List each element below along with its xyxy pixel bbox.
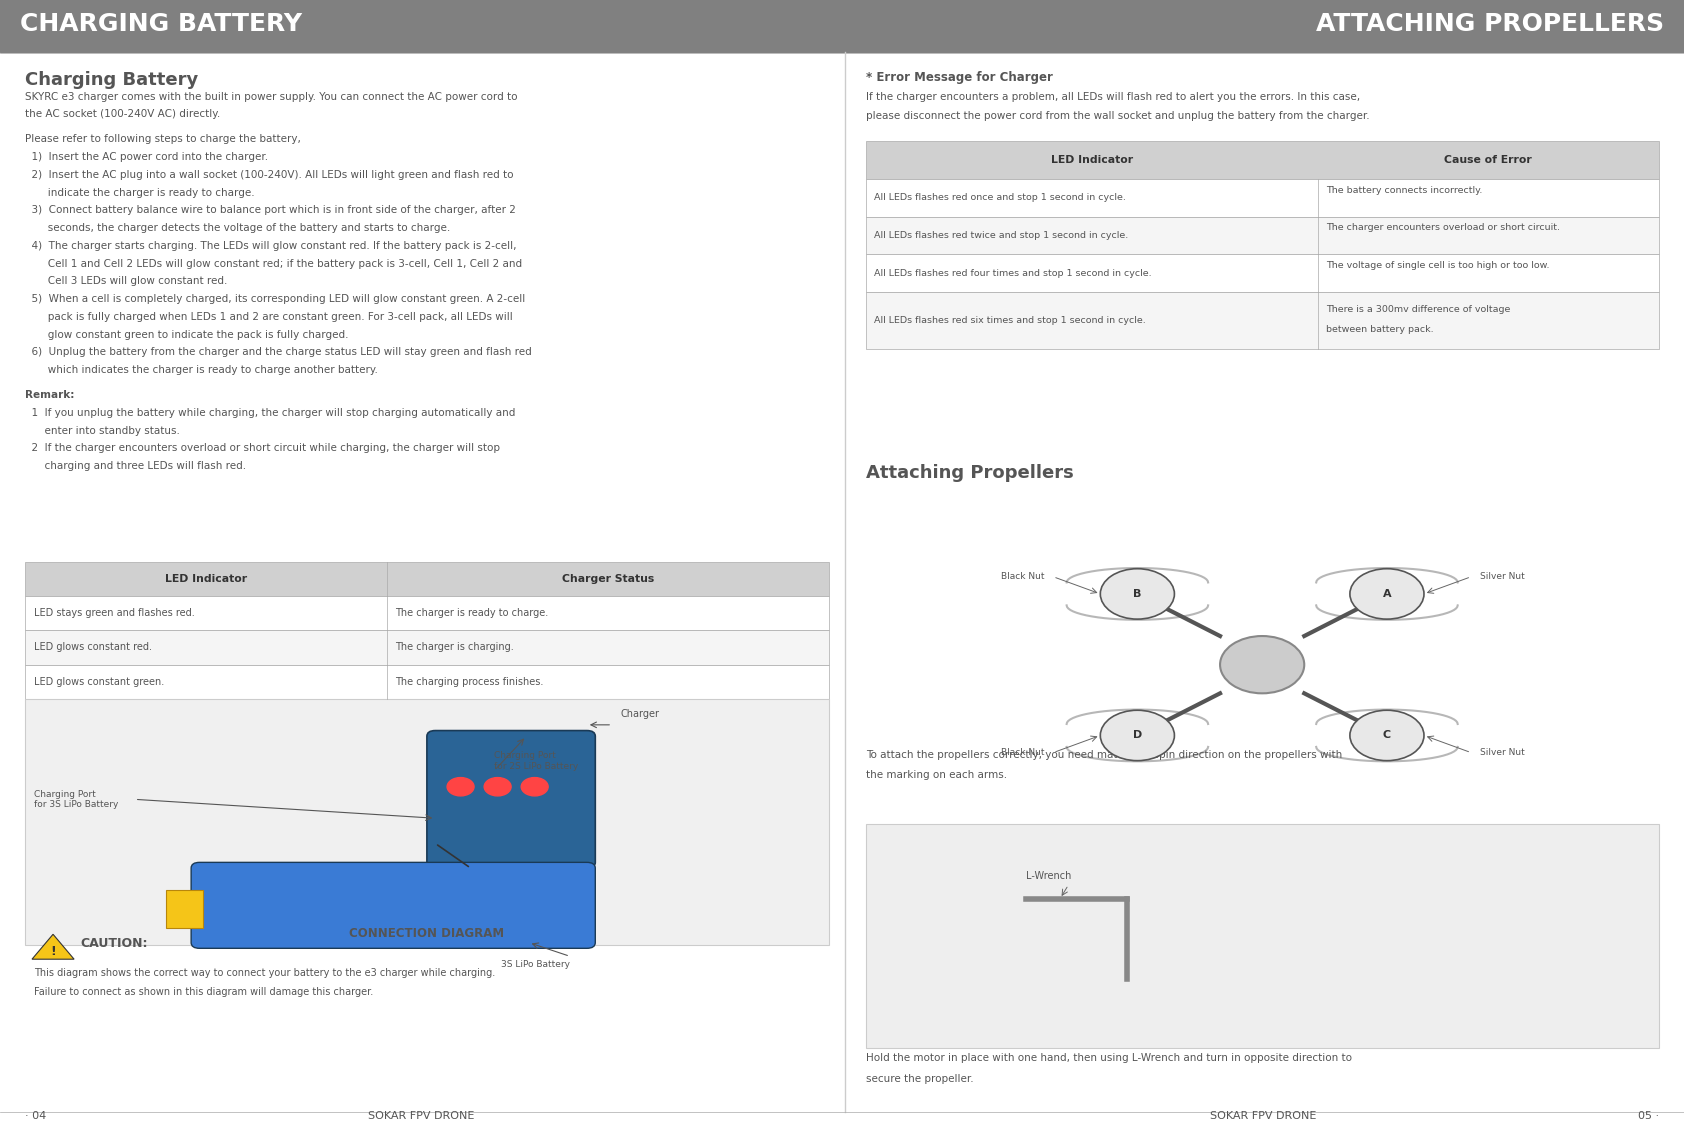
Text: The charger encounters overload or short circuit.: The charger encounters overload or short…	[1325, 223, 1559, 233]
Text: The voltage of single cell is too high or too low.: The voltage of single cell is too high o…	[1325, 261, 1549, 270]
Circle shape	[448, 777, 475, 795]
FancyBboxPatch shape	[428, 731, 594, 869]
Text: Charging Battery: Charging Battery	[25, 71, 199, 89]
Text: Black Nut: Black Nut	[1002, 572, 1044, 581]
Text: C: C	[1383, 730, 1391, 740]
Text: This diagram shows the correct way to connect your battery to the e3 charger whi: This diagram shows the correct way to co…	[34, 968, 495, 979]
Text: Charger: Charger	[620, 709, 660, 720]
Text: A: A	[1383, 589, 1391, 599]
Bar	[866, 292, 1659, 350]
Text: LED glows constant green.: LED glows constant green.	[34, 677, 163, 686]
Circle shape	[522, 777, 547, 795]
Text: 6)  Unplug the battery from the charger and the charge status LED will stay gree: 6) Unplug the battery from the charger a…	[25, 347, 532, 358]
Circle shape	[485, 777, 512, 795]
Text: Silver Nut: Silver Nut	[1480, 572, 1524, 581]
Bar	[866, 824, 1659, 1047]
Text: · 04: · 04	[25, 1110, 47, 1121]
Text: Please refer to following steps to charge the battery,: Please refer to following steps to charg…	[25, 134, 301, 144]
Text: All LEDs flashes red six times and stop 1 second in cycle.: All LEDs flashes red six times and stop …	[874, 316, 1145, 325]
Text: ATTACHING PROPELLERS: ATTACHING PROPELLERS	[1315, 13, 1664, 36]
Text: which indicates the charger is ready to charge another battery.: which indicates the charger is ready to …	[25, 366, 379, 375]
Text: * Error Message for Charger: * Error Message for Charger	[866, 71, 1052, 84]
Text: pack is fully charged when LEDs 1 and 2 are constant green. For 3-cell pack, all: pack is fully charged when LEDs 1 and 2 …	[25, 312, 514, 322]
Text: secure the propeller.: secure the propeller.	[866, 1074, 973, 1084]
Text: To attach the propellers correctly, you need match the spin direction on the pro: To attach the propellers correctly, you …	[866, 749, 1342, 760]
Bar	[0, 0, 1684, 52]
Text: !: !	[51, 944, 56, 958]
Text: LED glows constant red.: LED glows constant red.	[34, 643, 152, 652]
Text: There is a 300mv difference of voltage: There is a 300mv difference of voltage	[1325, 305, 1511, 314]
Text: enter into standby status.: enter into standby status.	[25, 425, 180, 435]
Text: 2)  Insert the AC plug into a wall socket (100-240V). All LEDs will light green : 2) Insert the AC plug into a wall socket…	[25, 170, 514, 180]
Circle shape	[1100, 711, 1174, 761]
Circle shape	[1351, 711, 1425, 761]
Text: please disconnect the power cord from the wall socket and unplug the battery fro: please disconnect the power cord from th…	[866, 111, 1369, 121]
Text: SOKAR FPV DRONE: SOKAR FPV DRONE	[367, 1110, 475, 1121]
Text: The charging process finishes.: The charging process finishes.	[396, 677, 544, 686]
Text: LED stays green and flashes red.: LED stays green and flashes red.	[34, 609, 194, 618]
Polygon shape	[32, 934, 74, 959]
Text: seconds, the charger detects the voltage of the battery and starts to charge.: seconds, the charger detects the voltage…	[25, 223, 451, 233]
Circle shape	[1351, 568, 1425, 619]
Text: 05 ·: 05 ·	[1637, 1110, 1659, 1121]
Circle shape	[1100, 568, 1174, 619]
Text: between battery pack.: between battery pack.	[1325, 325, 1433, 335]
Text: 5)  When a cell is completely charged, its corresponding LED will glow constant : 5) When a cell is completely charged, it…	[25, 295, 525, 304]
Bar	[25, 562, 829, 596]
Text: SOKAR FPV DRONE: SOKAR FPV DRONE	[1209, 1110, 1317, 1121]
Text: 1  If you unplug the battery while charging, the charger will stop charging auto: 1 If you unplug the battery while chargi…	[25, 408, 515, 418]
Bar	[25, 596, 829, 630]
FancyBboxPatch shape	[192, 862, 596, 949]
Bar	[866, 141, 1659, 179]
Text: All LEDs flashes red four times and stop 1 second in cycle.: All LEDs flashes red four times and stop…	[874, 269, 1152, 277]
Text: Cell 3 LEDs will glow constant red.: Cell 3 LEDs will glow constant red.	[25, 276, 227, 286]
Text: The charger is ready to charge.: The charger is ready to charge.	[396, 609, 549, 618]
Text: SKYRC e3 charger comes with the built in power supply. You can connect the AC po: SKYRC e3 charger comes with the built in…	[25, 92, 517, 102]
Text: Silver Nut: Silver Nut	[1480, 748, 1524, 758]
Bar	[25, 665, 829, 699]
Text: The charger is charging.: The charger is charging.	[396, 643, 514, 652]
Text: If the charger encounters a problem, all LEDs will flash red to alert you the er: If the charger encounters a problem, all…	[866, 92, 1359, 102]
Text: D: D	[1133, 730, 1142, 740]
Bar	[25, 699, 829, 945]
Text: Black Nut: Black Nut	[1002, 748, 1044, 758]
Text: Charger Status: Charger Status	[561, 574, 653, 583]
Text: All LEDs flashes red once and stop 1 second in cycle.: All LEDs flashes red once and stop 1 sec…	[874, 194, 1127, 202]
Text: Remark:: Remark:	[25, 390, 74, 400]
Text: indicate the charger is ready to charge.: indicate the charger is ready to charge.	[25, 188, 254, 197]
Text: 3S LiPo Battery: 3S LiPo Battery	[502, 960, 569, 968]
Bar	[165, 890, 202, 928]
Text: 2  If the charger encounters overload or short circuit while charging, the charg: 2 If the charger encounters overload or …	[25, 444, 500, 454]
Text: 3)  Connect battery balance wire to balance port which is in front side of the c: 3) Connect battery balance wire to balan…	[25, 205, 515, 215]
Text: LED Indicator: LED Indicator	[165, 574, 248, 583]
Text: the marking on each arms.: the marking on each arms.	[866, 770, 1007, 780]
Text: Cause of Error: Cause of Error	[1445, 155, 1532, 165]
Text: L-Wrench: L-Wrench	[1026, 871, 1071, 881]
Circle shape	[1219, 636, 1303, 693]
Text: Failure to connect as shown in this diagram will damage this charger.: Failure to connect as shown in this diag…	[34, 987, 372, 997]
Text: 4)  The charger starts charging. The LEDs will glow constant red. If the battery: 4) The charger starts charging. The LEDs…	[25, 241, 517, 251]
Text: glow constant green to indicate the pack is fully charged.: glow constant green to indicate the pack…	[25, 330, 349, 339]
Text: 1)  Insert the AC power cord into the charger.: 1) Insert the AC power cord into the cha…	[25, 152, 268, 162]
Bar	[866, 179, 1659, 217]
Bar	[866, 217, 1659, 254]
Text: Charging Port
for 2S LiPo Battery: Charging Port for 2S LiPo Battery	[495, 752, 579, 770]
Text: Hold the motor in place with one hand, then using L-Wrench and turn in opposite : Hold the motor in place with one hand, t…	[866, 1053, 1352, 1063]
Bar	[25, 630, 829, 665]
Text: the AC socket (100-240V AC) directly.: the AC socket (100-240V AC) directly.	[25, 109, 221, 119]
Text: B: B	[1133, 589, 1142, 599]
Text: CONNECTION DIAGRAM: CONNECTION DIAGRAM	[349, 927, 505, 940]
Bar	[866, 254, 1659, 292]
Text: CAUTION:: CAUTION:	[81, 936, 148, 950]
Text: Charging Port
for 3S LiPo Battery: Charging Port for 3S LiPo Battery	[34, 790, 118, 809]
Text: Attaching Propellers: Attaching Propellers	[866, 464, 1073, 482]
Text: LED Indicator: LED Indicator	[1051, 155, 1133, 165]
Text: All LEDs flashes red twice and stop 1 second in cycle.: All LEDs flashes red twice and stop 1 se…	[874, 231, 1128, 240]
Text: Cell 1 and Cell 2 LEDs will glow constant red; if the battery pack is 3-cell, Ce: Cell 1 and Cell 2 LEDs will glow constan…	[25, 259, 522, 268]
Text: The battery connects incorrectly.: The battery connects incorrectly.	[1325, 186, 1482, 195]
Text: charging and three LEDs will flash red.: charging and three LEDs will flash red.	[25, 461, 246, 471]
Text: CHARGING BATTERY: CHARGING BATTERY	[20, 13, 303, 36]
